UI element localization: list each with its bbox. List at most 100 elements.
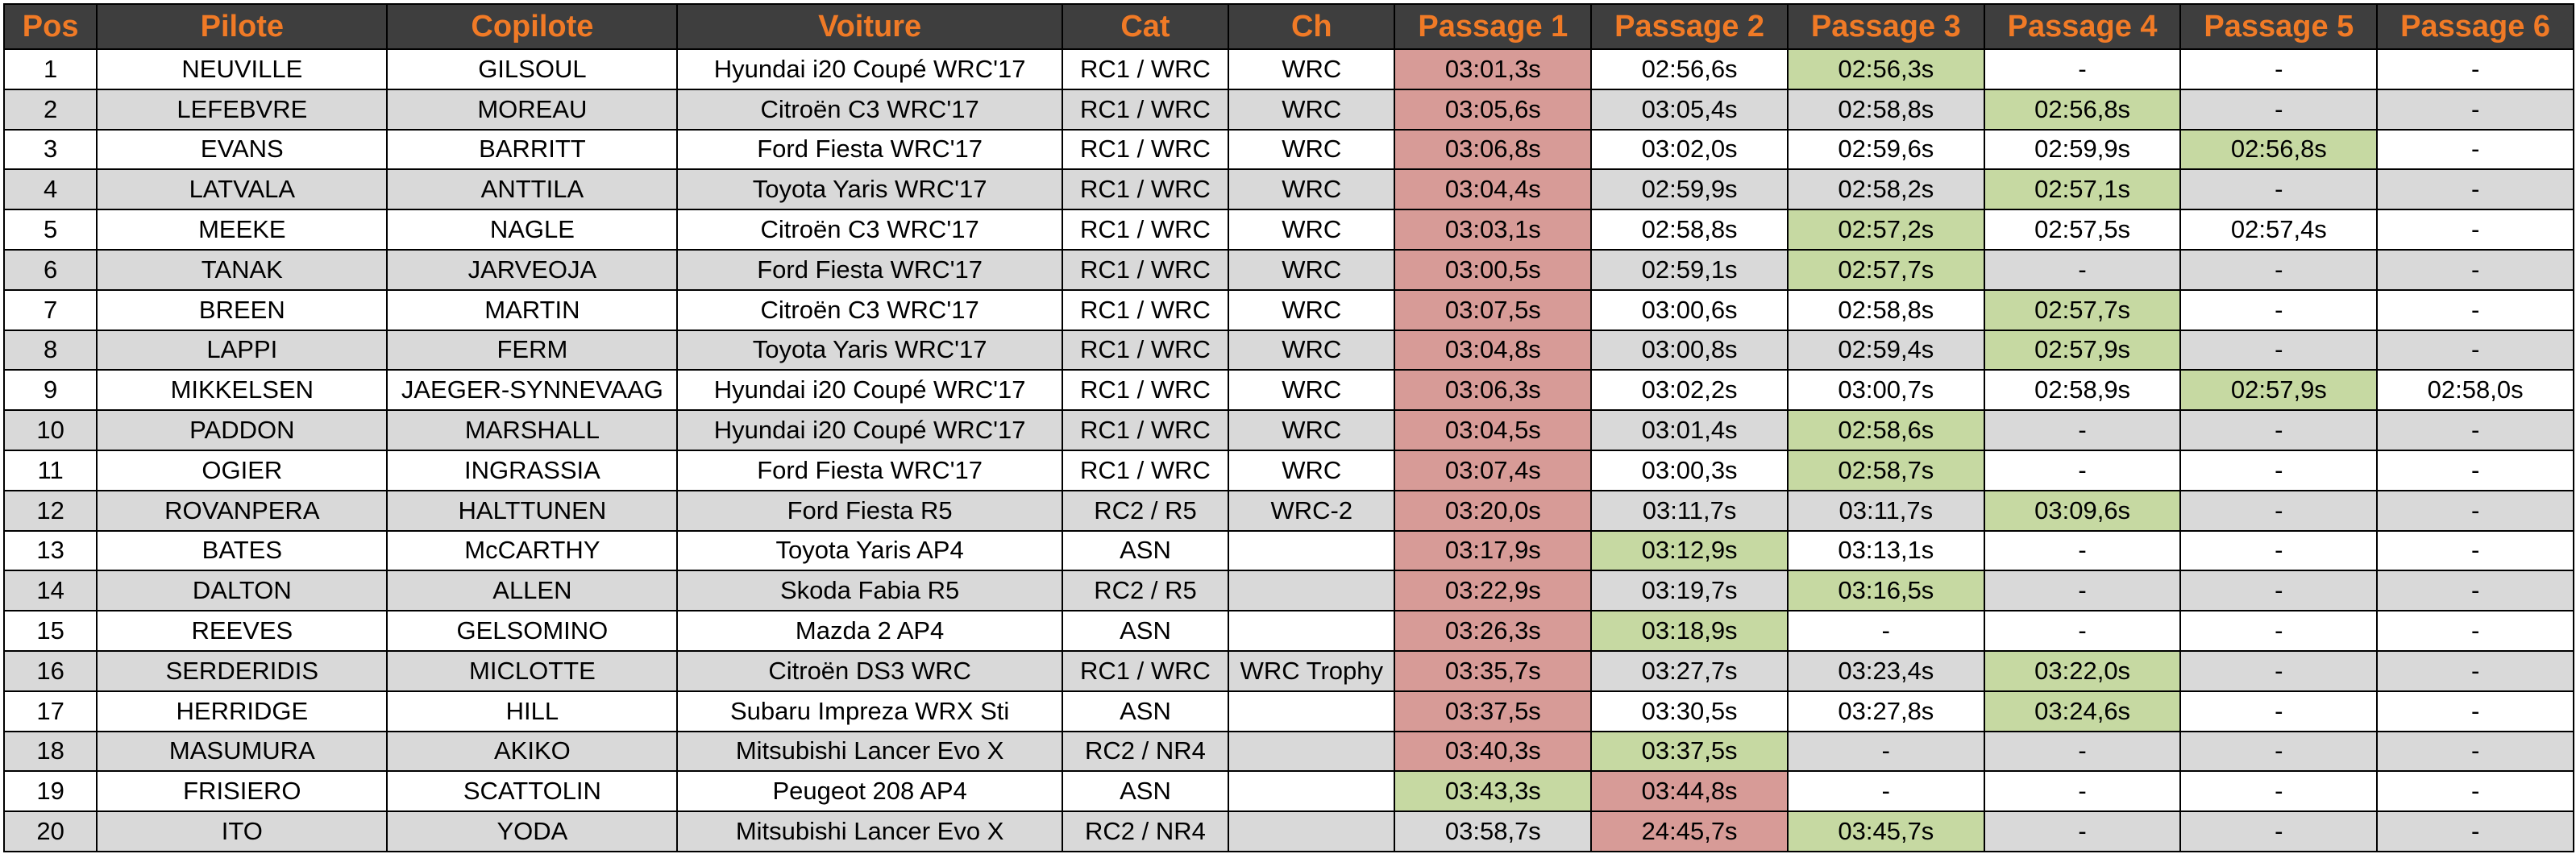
cell-passage-6: - [2376, 610, 2574, 652]
cell-passage-3: - [1786, 730, 1985, 773]
cell-pos: 3 [2, 128, 98, 171]
cell-passage-1: 03:04,8s [1394, 329, 1593, 371]
cell-copilote: MARSHALL [386, 409, 679, 451]
cell-passage-2: 02:56,6s [1590, 48, 1789, 90]
cell-pos: 11 [2, 449, 98, 491]
table-row: 9 MIKKELSEN JAEGER-SYNNEVAAG Hyundai i20 Co… [2, 369, 2574, 412]
cell-passage-6: - [2376, 88, 2574, 131]
cell-passage-2: 02:59,9s [1590, 168, 1789, 211]
cell-cat: RC1 / WRC [1061, 48, 1230, 90]
cell-passage-5: - [2179, 730, 2379, 773]
table-row: 14 DALTON ALLEN Skoda Fabia R5 RC2 / R5 03:22… [2, 570, 2574, 612]
cell-passage-6: - [2376, 409, 2574, 451]
cell-pilote: SERDERIDIS [96, 649, 388, 692]
cell-passage-4: - [1983, 48, 2182, 90]
cell-passage-2: 03:00,3s [1590, 449, 1789, 491]
cell-passage-2: 02:58,8s [1590, 209, 1789, 251]
cell-voiture: Mazda 2 AP4 [676, 610, 1063, 652]
header-pilote: Pilote [96, 3, 388, 50]
cell-passage-1: 03:05,6s [1394, 88, 1593, 131]
cell-passage-2: 03:02,2s [1590, 369, 1789, 412]
cell-passage-2: 03:30,5s [1590, 690, 1789, 732]
cell-copilote: NAGLE [386, 209, 679, 251]
cell-pilote: LAPPI [96, 329, 388, 371]
cell-pilote: ITO [96, 810, 388, 852]
cell-pos: 9 [2, 369, 98, 412]
table-row: 20 ITO YODA Mitsubishi Lancer Evo X RC2 / NR… [2, 810, 2574, 852]
cell-copilote: YODA [386, 810, 679, 852]
cell-passage-4: - [1983, 529, 2182, 572]
cell-voiture: Mitsubishi Lancer Evo X [676, 730, 1063, 773]
cell-pos: 19 [2, 770, 98, 813]
table-row: 4 LATVALA ANTTILA Toyota Yaris WRC'17 RC1 / … [2, 168, 2574, 211]
cell-pos: 14 [2, 570, 98, 612]
cell-ch: WRC [1228, 288, 1396, 331]
cell-passage-6: - [2376, 810, 2574, 852]
cell-passage-5: - [2179, 288, 2379, 331]
cell-cat: RC2 / R5 [1061, 489, 1230, 532]
cell-passage-5: - [2179, 649, 2379, 692]
cell-cat: ASN [1061, 529, 1230, 572]
cell-passage-3: 02:58,8s [1786, 288, 1985, 331]
cell-pos: 13 [2, 529, 98, 572]
table-row: 7 BREEN MARTIN Citroën C3 WRC'17 RC1 / WRC WR… [2, 288, 2574, 331]
cell-pilote: LEFEBVRE [96, 88, 388, 131]
cell-passage-6: - [2376, 329, 2574, 371]
cell-voiture: Skoda Fabia R5 [676, 570, 1063, 612]
cell-cat: RC2 / NR4 [1061, 730, 1230, 773]
table-body: 1 NEUVILLE GILSOUL Hyundai i20 Coupé WRC'17… [2, 48, 2574, 852]
cell-passage-5: - [2179, 489, 2379, 532]
table-row: 19 FRISIERO SCATTOLIN Peugeot 208 AP4 ASN 03:… [2, 770, 2574, 813]
cell-cat: RC1 / WRC [1061, 649, 1230, 692]
cell-passage-6: - [2376, 168, 2574, 211]
cell-passage-4: 03:09,6s [1983, 489, 2182, 532]
results-table: Pos Pilote Copilote Voiture Cat Ch Passa… [2, 3, 2574, 852]
cell-passage-4: 02:59,9s [1983, 128, 2182, 171]
cell-pilote: MEEKE [96, 209, 388, 251]
cell-cat: ASN [1061, 690, 1230, 732]
cell-passage-5: - [2179, 770, 2379, 813]
cell-copilote: ALLEN [386, 570, 679, 612]
cell-passage-4: - [1983, 610, 2182, 652]
cell-ch [1228, 730, 1396, 773]
cell-passage-6: - [2376, 570, 2574, 612]
cell-pos: 6 [2, 248, 98, 291]
cell-voiture: Hyundai i20 Coupé WRC'17 [676, 48, 1063, 90]
cell-passage-4: 03:24,6s [1983, 690, 2182, 732]
cell-passage-5: - [2179, 168, 2379, 211]
cell-copilote: MOREAU [386, 88, 679, 131]
table-row: 5 MEEKE NAGLE Citroën C3 WRC'17 RC1 / WRC WRC… [2, 209, 2574, 251]
cell-passage-1: 03:40,3s [1394, 730, 1593, 773]
header-passage-1: Passage 1 [1394, 3, 1593, 50]
cell-passage-1: 03:20,0s [1394, 489, 1593, 532]
cell-ch: WRC [1228, 48, 1396, 90]
cell-cat: RC2 / R5 [1061, 570, 1230, 612]
cell-pilote: REEVES [96, 610, 388, 652]
cell-cat: RC1 / WRC [1061, 329, 1230, 371]
cell-copilote: GILSOUL [386, 48, 679, 90]
cell-copilote: JAEGER-SYNNEVAAG [386, 369, 679, 412]
table-row: 12 ROVANPERA HALTTUNEN Ford Fiesta R5 RC2 / … [2, 489, 2574, 532]
cell-pos: 1 [2, 48, 98, 90]
cell-voiture: Toyota Yaris AP4 [676, 529, 1063, 572]
cell-passage-5: 02:57,4s [2179, 209, 2379, 251]
cell-passage-3: 03:16,5s [1786, 570, 1985, 612]
cell-copilote: BARRITT [386, 128, 679, 171]
cell-passage-3: 02:58,8s [1786, 88, 1985, 131]
cell-voiture: Ford Fiesta WRC'17 [676, 128, 1063, 171]
header-passage-3: Passage 3 [1786, 3, 1985, 50]
cell-copilote: GELSOMINO [386, 610, 679, 652]
cell-passage-1: 03:17,9s [1394, 529, 1593, 572]
cell-passage-2: 03:05,4s [1590, 88, 1789, 131]
cell-passage-5: - [2179, 88, 2379, 131]
cell-ch: WRC [1228, 209, 1396, 251]
cell-voiture: Ford Fiesta R5 [676, 489, 1063, 532]
cell-passage-2: 03:11,7s [1590, 489, 1789, 532]
cell-passage-5: 02:57,9s [2179, 369, 2379, 412]
cell-cat: RC1 / WRC [1061, 409, 1230, 451]
cell-passage-2: 03:27,7s [1590, 649, 1789, 692]
cell-ch: WRC [1228, 128, 1396, 171]
table-row: 16 SERDERIDIS MICLOTTE Citroën DS3 WRC RC1 /… [2, 649, 2574, 692]
table-row: 2 LEFEBVRE MOREAU Citroën C3 WRC'17 RC1 / WR… [2, 88, 2574, 131]
cell-passage-4: - [1983, 409, 2182, 451]
